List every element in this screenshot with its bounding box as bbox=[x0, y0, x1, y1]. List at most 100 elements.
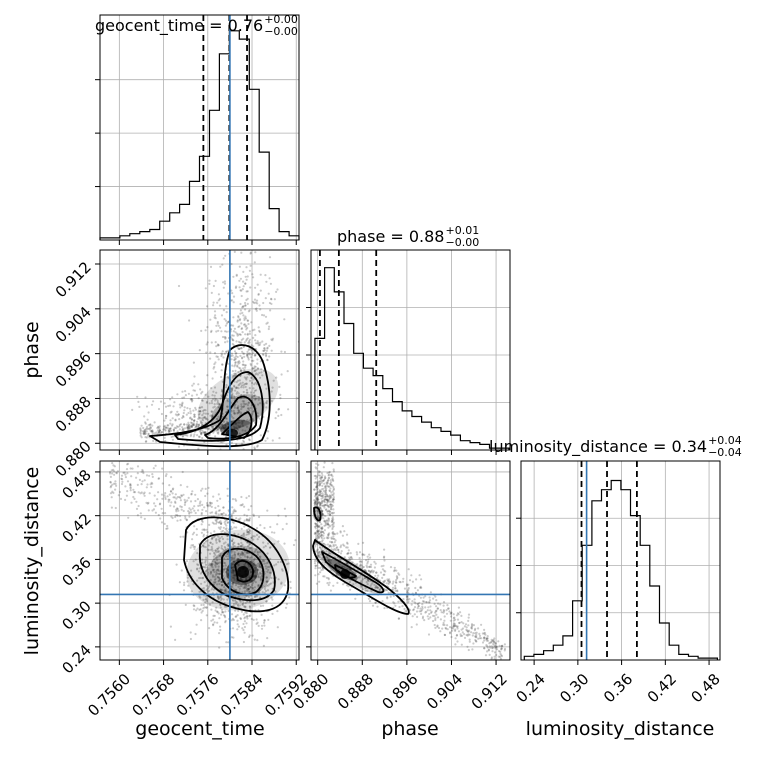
panel-luminosity-distance-vs-phase-point bbox=[478, 632, 481, 636]
panel-luminosity-distance-vs-geocent-time-point bbox=[243, 597, 246, 600]
panel-phase-vs-geocent-time-point bbox=[259, 402, 262, 405]
panel-phase-vs-geocent-time-point bbox=[256, 342, 259, 345]
panel-luminosity-distance-vs-phase-point bbox=[319, 490, 322, 493]
panel-luminosity-distance-vs-phase-point bbox=[490, 656, 493, 659]
panel-luminosity-distance-vs-phase-point bbox=[494, 646, 498, 649]
panel-luminosity-distance-vs-geocent-time-point bbox=[255, 595, 258, 598]
panel-phase-vs-geocent-time-point bbox=[167, 430, 170, 433]
panel-luminosity-distance-vs-geocent-time-point bbox=[184, 500, 187, 503]
panel-luminosity-distance-vs-phase-point bbox=[327, 559, 330, 563]
panel-luminosity-distance-vs-geocent-time-point bbox=[256, 621, 259, 624]
panel-luminosity-distance-vs-phase-point bbox=[321, 512, 324, 516]
panel-luminosity-distance-vs-phase-point bbox=[368, 553, 371, 556]
panel-phase-vs-geocent-time-point bbox=[193, 433, 196, 436]
panel-luminosity-distance-vs-geocent-time-point bbox=[224, 589, 227, 592]
panel-luminosity-distance-vs-phase-point bbox=[326, 495, 329, 498]
panel-phase-vs-geocent-time-point bbox=[219, 326, 222, 329]
panel-luminosity-distance-vs-geocent-time-point bbox=[261, 591, 264, 594]
panel-luminosity-distance-vs-geocent-time-point bbox=[268, 571, 271, 574]
panel-luminosity-distance-vs-geocent-time-point bbox=[116, 470, 119, 473]
panel-luminosity-distance-vs-phase-point bbox=[383, 559, 386, 562]
panel-luminosity-distance-vs-geocent-time-point bbox=[222, 568, 226, 571]
panel-luminosity-distance-vs-phase-point bbox=[359, 564, 362, 567]
panel-luminosity-distance-vs-geocent-time-point bbox=[208, 627, 211, 630]
panel-phase-vs-geocent-time-point bbox=[218, 426, 221, 430]
panel-luminosity-distance-vs-geocent-time-point bbox=[225, 555, 228, 558]
panel-luminosity-distance-vs-geocent-time-point bbox=[219, 527, 222, 531]
panel-phase-vs-geocent-time-point bbox=[192, 422, 195, 425]
panel-phase-vs-geocent-time-point bbox=[241, 424, 244, 427]
panel-phase-vs-geocent-time-point bbox=[248, 439, 251, 442]
panel-luminosity-distance-vs-phase-point bbox=[389, 595, 392, 598]
panel-luminosity-distance-vs-phase-point bbox=[320, 510, 323, 513]
panel-luminosity-distance-vs-geocent-time-point bbox=[185, 519, 188, 522]
panel-luminosity-distance-vs-phase-point bbox=[416, 607, 419, 610]
panel-phase-vs-geocent-time-point bbox=[244, 317, 248, 320]
panel-luminosity-distance-vs-phase-point bbox=[316, 496, 320, 499]
panel-phase-vs-geocent-time-point bbox=[222, 309, 225, 312]
panel-luminosity-distance-vs-phase-point bbox=[316, 483, 319, 486]
panel-luminosity-distance-vs-geocent-time-point bbox=[263, 559, 266, 563]
panel-phase-vs-geocent-time-point bbox=[201, 390, 204, 393]
panel-luminosity-distance-vs-phase-point bbox=[457, 606, 460, 609]
panel-luminosity-distance-vs-phase-point bbox=[451, 629, 454, 632]
panel-luminosity-distance-vs-phase-point bbox=[430, 610, 433, 613]
panel-phase-vs-geocent-time-point bbox=[175, 427, 178, 430]
panel-luminosity-distance-vs-phase-point bbox=[383, 580, 386, 583]
panel-luminosity-distance-vs-phase-point bbox=[483, 639, 486, 642]
panel-luminosity-distance-vs-phase-point bbox=[382, 564, 385, 567]
panel-luminosity-distance-vs-geocent-time-point bbox=[246, 555, 249, 558]
panel-luminosity-distance-vs-geocent-time-point bbox=[248, 542, 251, 545]
panel-phase-vs-geocent-time-point bbox=[159, 432, 162, 435]
panel-luminosity-distance-vs-geocent-time-point bbox=[217, 612, 220, 615]
panel-luminosity-distance-vs-phase-point bbox=[323, 475, 327, 478]
panel-luminosity-distance-vs-phase-point bbox=[450, 615, 453, 618]
panel-phase-vs-geocent-time-point bbox=[217, 293, 220, 296]
panel-phase-vs-geocent-time-point bbox=[188, 424, 191, 427]
panel-luminosity-distance-vs-geocent-time-point bbox=[217, 568, 220, 571]
panel-luminosity-distance-vs-geocent-time-point bbox=[208, 585, 211, 588]
panel-luminosity-distance-vs-geocent-time-point bbox=[230, 585, 233, 588]
panel-phase-vs-geocent-time-point bbox=[238, 325, 241, 328]
panel-luminosity-distance-vs-phase-point bbox=[406, 591, 409, 594]
panel-luminosity-distance-vs-phase-point bbox=[326, 582, 329, 585]
panel-phase-vs-geocent-time-point bbox=[234, 286, 237, 289]
panel-phase-vs-geocent-time-point bbox=[266, 346, 269, 349]
panel-phase-vs-geocent-time-point bbox=[183, 406, 186, 409]
panel-phase-vs-geocent-time-point bbox=[248, 332, 251, 335]
panel-luminosity-distance-vs-phase-point bbox=[483, 628, 486, 632]
panel-luminosity-distance-vs-geocent-time-point bbox=[157, 477, 160, 480]
panel-phase-vs-geocent-time-point bbox=[225, 350, 228, 353]
panel-luminosity-distance-vs-phase-point bbox=[471, 634, 474, 637]
panel-luminosity-distance-vs-geocent-time-point bbox=[216, 610, 219, 614]
panel-luminosity-distance-vs-geocent-time-point bbox=[270, 596, 273, 599]
panel-phase-vs-geocent-time-point bbox=[145, 405, 149, 408]
panel-luminosity-distance-vs-phase-point bbox=[326, 543, 330, 546]
panel-phase-vs-geocent-time-point bbox=[270, 338, 273, 341]
panel-luminosity-distance-vs-geocent-time-point bbox=[232, 571, 235, 575]
panel-luminosity-distance-vs-geocent-time-point bbox=[196, 498, 199, 501]
panel-luminosity-distance-vs-geocent-time-point bbox=[266, 552, 269, 555]
panel-luminosity-distance-vs-phase-point bbox=[486, 637, 489, 640]
panel-phase-vs-geocent-time-point bbox=[158, 427, 161, 430]
panel-phase-vs-geocent-time-point bbox=[147, 411, 150, 414]
panel-phase-vs-geocent-time-point bbox=[268, 355, 271, 358]
panel-luminosity-distance-vs-phase-point bbox=[322, 542, 326, 546]
panel-luminosity-distance-vs-phase-point bbox=[490, 657, 493, 660]
panel-luminosity-distance-vs-phase-point bbox=[388, 580, 392, 583]
panel-luminosity-distance-vs-phase-point bbox=[369, 584, 372, 588]
x-axis-geocent-time-xtick-label: 0.7584 bbox=[217, 670, 267, 720]
panel-luminosity-distance-vs-geocent-time-point bbox=[205, 598, 208, 601]
panel-luminosity-distance-vs-geocent-time-point bbox=[231, 571, 234, 574]
panel-phase-vs-geocent-time-point bbox=[236, 411, 239, 414]
panel-luminosity-distance-vs-geocent-time-point bbox=[248, 519, 251, 522]
panel-luminosity-distance-vs-geocent-time-point bbox=[237, 557, 240, 561]
panel-phase-vs-geocent-time-point bbox=[201, 429, 204, 432]
panel-phase-vs-geocent-time-point bbox=[181, 426, 184, 429]
panel-luminosity-distance-vs-geocent-time-point bbox=[151, 473, 154, 476]
panel-luminosity-distance-vs-geocent-time-point bbox=[230, 566, 233, 569]
panel-luminosity-distance-vs-geocent-time-point bbox=[150, 481, 153, 484]
panel-luminosity-distance-vs-geocent-time-point bbox=[112, 468, 115, 471]
panel-luminosity-distance-vs-phase-point bbox=[319, 492, 322, 495]
